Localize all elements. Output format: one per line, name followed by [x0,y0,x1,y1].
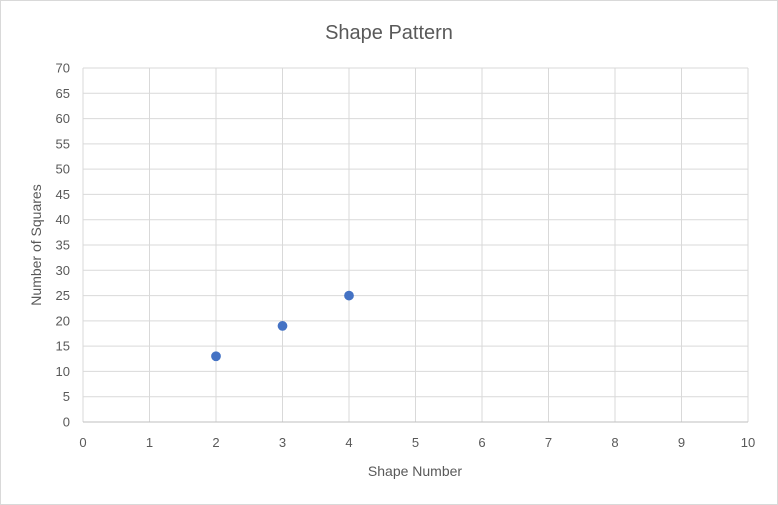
y-axis-label: Number of Squares [28,184,44,305]
x-tick-label: 2 [212,435,219,450]
x-tick-label: 4 [345,435,352,450]
y-tick-label: 65 [56,86,70,101]
y-tick-label: 40 [56,212,70,227]
data-point [344,290,354,301]
x-tick-label: 8 [611,435,618,450]
y-tick-label: 55 [56,136,70,151]
y-axis-ticks: 0 5 10 15 20 25 30 35 40 45 50 55 60 65 70 [56,61,70,430]
x-tick-label: 7 [545,435,552,450]
x-tick-label: 0 [79,435,86,450]
chart-title: Shape Pattern [325,22,453,44]
x-axis-label: Shape Number [368,463,463,479]
x-tick-label: 3 [279,435,286,450]
y-tick-label: 10 [56,364,70,379]
y-tick-label: 70 [56,61,70,76]
x-tick-label: 9 [678,435,685,450]
y-tick-label: 30 [56,263,70,278]
y-tick-label: 45 [56,187,70,202]
y-tick-label: 50 [56,162,70,177]
y-tick-label: 0 [63,415,70,430]
gridlines [82,67,749,422]
data-points [211,290,354,362]
y-tick-label: 5 [63,389,70,404]
data-point [277,321,288,331]
y-tick-label: 35 [56,238,70,253]
y-tick-label: 60 [56,111,70,126]
x-tick-label: 10 [741,435,755,450]
x-tick-label: 5 [412,435,419,450]
x-tick-label: 1 [146,435,153,450]
y-tick-label: 25 [56,288,70,303]
data-point [211,351,221,362]
y-tick-label: 15 [56,339,70,354]
x-tick-label: 6 [478,435,485,450]
x-axis-ticks: 0 1 2 3 4 5 6 7 8 9 10 [79,435,755,450]
y-tick-label: 20 [56,313,70,328]
